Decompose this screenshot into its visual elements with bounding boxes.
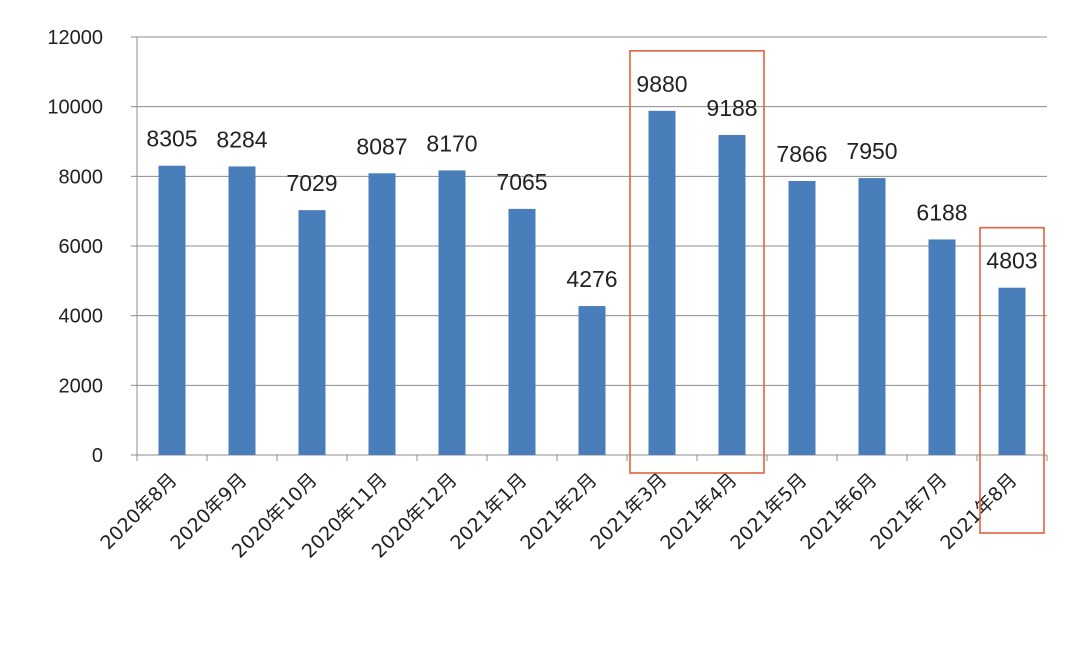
data-label: 4803: [986, 248, 1037, 274]
y-tick-label: 2000: [59, 375, 104, 397]
data-label: 8305: [146, 126, 197, 152]
data-labels: 8305 8284 7029 8087 8170 7065 4276 9880 9188 7866…: [146, 71, 1037, 292]
highlight-box: [629, 50, 765, 474]
bars: [158, 110, 1026, 455]
data-label: 4276: [566, 266, 617, 292]
bar: [998, 287, 1026, 455]
bar: [578, 306, 606, 455]
y-tick-labels: 0 2000 4000 6000 8000 10000 12000: [47, 27, 103, 467]
y-tick-label: 10000: [47, 97, 103, 119]
x-tick-labels: 2020年8月2020年9月2020年10月2020年11月2020年12月20…: [96, 469, 1021, 563]
bar: [928, 239, 956, 455]
data-label: 7029: [286, 170, 337, 196]
bar: [858, 178, 886, 455]
data-label: 9880: [636, 71, 687, 97]
y-tick-label: 0: [92, 445, 103, 467]
bar: [438, 170, 466, 455]
data-label: 8170: [426, 130, 477, 156]
data-label: 8284: [216, 126, 267, 152]
x-tick-label: 2021年8月: [936, 469, 1021, 554]
y-tick-label: 6000: [59, 236, 104, 258]
bar: [368, 173, 396, 455]
y-tick-label: 12000: [47, 27, 103, 49]
y-tick-label: 8000: [59, 166, 104, 188]
bar: [718, 134, 746, 455]
bar: [508, 208, 536, 455]
data-label: 7065: [496, 169, 547, 195]
highlight-box: [979, 226, 1045, 534]
bar: [648, 110, 676, 455]
data-label: 6188: [916, 199, 967, 225]
data-label: 7950: [846, 138, 897, 164]
bar: [158, 165, 186, 455]
y-tick-label: 4000: [59, 306, 104, 328]
bar: [788, 181, 816, 455]
bar: [298, 210, 326, 455]
gridlines: [137, 36, 1047, 386]
data-label: 7866: [776, 141, 827, 167]
highlight-boxes: [629, 50, 1045, 534]
data-label: 9188: [706, 95, 757, 121]
bar: [228, 166, 256, 455]
data-label: 8087: [356, 133, 407, 159]
